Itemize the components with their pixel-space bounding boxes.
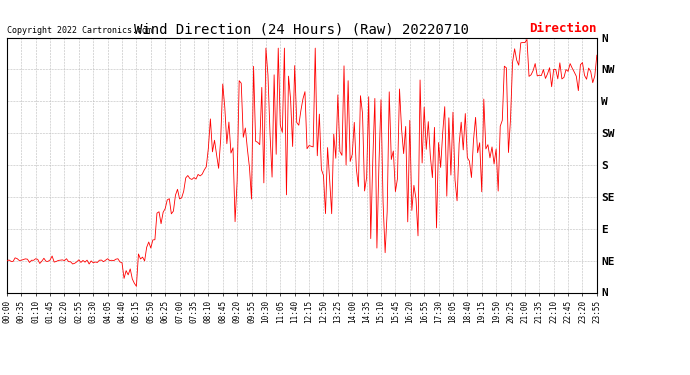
Title: Wind Direction (24 Hours) (Raw) 20220710: Wind Direction (24 Hours) (Raw) 20220710 bbox=[135, 22, 469, 36]
Text: Copyright 2022 Cartronics.com: Copyright 2022 Cartronics.com bbox=[7, 26, 152, 35]
Text: Direction: Direction bbox=[529, 22, 597, 35]
